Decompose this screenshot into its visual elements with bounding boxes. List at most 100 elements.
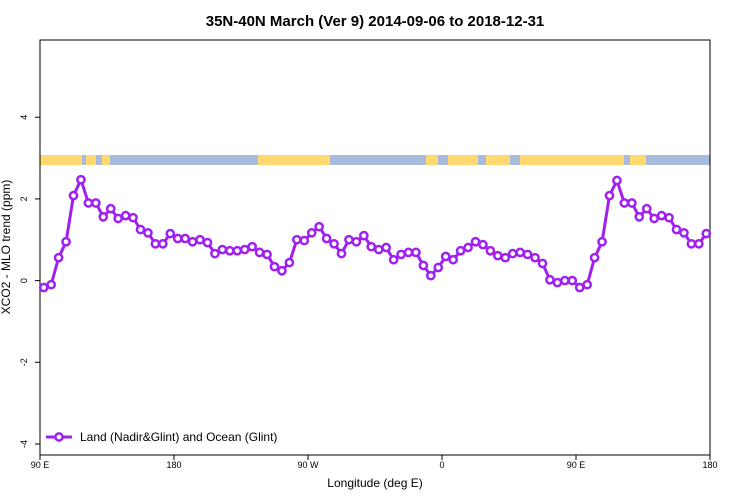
- point: [157, 238, 168, 249]
- point: [403, 247, 414, 258]
- legend-label: Land (Nadir&Glint) and Ocean (Glint): [80, 430, 277, 444]
- point: [485, 245, 496, 256]
- point: [165, 228, 176, 239]
- point: [336, 248, 347, 259]
- point: [634, 212, 645, 222]
- point: [120, 210, 131, 221]
- point: [597, 236, 607, 247]
- point: [83, 198, 94, 208]
- point: [679, 227, 689, 238]
- point: [247, 241, 258, 252]
- point: [381, 242, 392, 253]
- point: [321, 233, 332, 244]
- x-tick-label: 90 W: [297, 460, 319, 470]
- point: [649, 213, 660, 224]
- point: [187, 236, 198, 247]
- point: [686, 238, 697, 249]
- x-axis-label: Longitude (deg E): [327, 476, 422, 490]
- point: [150, 238, 161, 249]
- point: [68, 190, 79, 201]
- point: [396, 249, 406, 260]
- point: [76, 174, 86, 185]
- point: [284, 257, 295, 268]
- point: [344, 234, 354, 245]
- point: [388, 254, 399, 265]
- point: [515, 247, 526, 258]
- point: [329, 238, 339, 249]
- point: [522, 249, 533, 260]
- point: [195, 234, 205, 245]
- point: [411, 247, 421, 258]
- point: [143, 227, 153, 238]
- point: [90, 198, 101, 208]
- point: [626, 198, 637, 208]
- point: [373, 244, 384, 255]
- point: [589, 252, 600, 263]
- chart-title: 35N-40N March (Ver 9) 2014-09-06 to 2018…: [206, 13, 545, 30]
- x-tick-label: 0: [439, 460, 444, 470]
- y-tick-label: -4: [19, 440, 29, 448]
- point: [463, 242, 473, 253]
- point: [105, 203, 116, 214]
- point: [582, 279, 593, 290]
- point: [440, 251, 451, 262]
- point: [299, 235, 310, 246]
- point: [425, 270, 436, 281]
- y-tick-label: 4: [19, 115, 29, 120]
- point: [418, 260, 429, 271]
- point: [232, 245, 243, 256]
- point: [202, 237, 213, 248]
- point: [46, 279, 57, 290]
- point: [448, 254, 459, 265]
- point: [671, 224, 682, 235]
- point: [38, 282, 49, 293]
- point: [254, 247, 265, 258]
- point: [239, 244, 250, 255]
- point: [530, 252, 540, 263]
- point: [492, 250, 503, 261]
- point: [500, 252, 511, 263]
- point: [61, 236, 71, 247]
- point: [53, 252, 64, 263]
- point: [224, 245, 235, 256]
- y-tick-label: 2: [19, 196, 29, 201]
- x-tick-label: 180: [702, 460, 717, 470]
- point: [559, 275, 570, 286]
- point: [113, 213, 124, 224]
- point: [135, 224, 146, 235]
- point: [567, 275, 578, 286]
- point: [656, 210, 667, 221]
- x-tick-label: 90 E: [567, 460, 586, 470]
- x-tick-label: 180: [166, 460, 181, 470]
- point: [217, 244, 228, 255]
- point: [478, 239, 488, 250]
- point: [128, 212, 138, 223]
- point: [172, 233, 183, 244]
- point: [269, 261, 280, 272]
- point: [604, 190, 615, 201]
- point: [358, 230, 369, 241]
- point: [306, 227, 317, 238]
- point: [507, 248, 518, 259]
- point: [433, 262, 444, 273]
- y-axis-label: XCO2 - MLO trend (ppm): [0, 180, 13, 315]
- point: [664, 212, 674, 223]
- point: [455, 245, 466, 256]
- point: [98, 212, 109, 222]
- point: [351, 236, 362, 247]
- y-tick-label: 0: [19, 278, 29, 283]
- point: [210, 248, 220, 259]
- point: [314, 221, 325, 232]
- x-tick-label: 90 E: [31, 460, 50, 470]
- point: [545, 274, 555, 285]
- point: [693, 238, 704, 249]
- y-tick-label: -2: [19, 358, 29, 366]
- point: [366, 241, 377, 252]
- point: [537, 258, 548, 269]
- plot-frame: [39, 39, 711, 456]
- point: [277, 265, 287, 276]
- point: [180, 233, 191, 244]
- point: [291, 234, 302, 245]
- point: [574, 282, 585, 293]
